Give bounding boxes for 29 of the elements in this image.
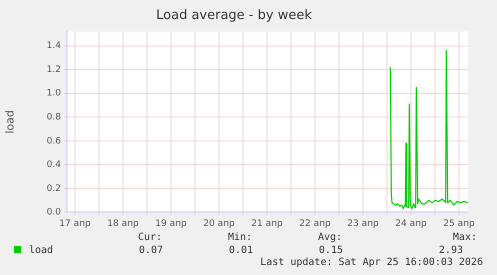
x-tick-label: 23 апр	[347, 218, 379, 229]
text: 0.01	[228, 245, 253, 256]
text: Avg:	[318, 232, 342, 243]
legend-label: load	[28, 245, 54, 256]
chart-title: Load average - by week	[156, 8, 312, 24]
y-tick-label: 0.2	[46, 184, 61, 194]
y-tick-label: 0.0	[46, 208, 62, 218]
text: 0.15	[318, 245, 343, 256]
x-tick-label: 20 апр	[203, 218, 235, 229]
y-tick-label: 1.2	[46, 64, 61, 75]
y-axis-title: load	[3, 110, 16, 134]
text: 0.07	[138, 245, 163, 256]
y-tick-label: 1.4	[46, 41, 62, 52]
text: Cur:	[138, 232, 162, 243]
x-tick-label: 18 апр	[107, 218, 139, 229]
text: Min:	[228, 232, 252, 243]
text: Last update: Sat Apr 25 16:00:03 2026	[260, 257, 483, 268]
y-tick-label: 0.8	[46, 112, 62, 122]
text: 2.93	[438, 245, 463, 256]
y-tick-label: 1.0	[46, 88, 62, 99]
x-tick-label: 22 апр	[299, 218, 331, 229]
x-tick-label: 24 апр	[395, 218, 427, 229]
y-tick-label: 0.6	[46, 136, 62, 146]
text: Max:	[452, 232, 477, 243]
x-tick-label: 19 апр	[155, 218, 187, 229]
x-tick-label: 25 апр	[443, 218, 475, 229]
x-tick-label: 21 апр	[251, 218, 283, 229]
y-tick-label: 0.4	[46, 160, 62, 170]
x-tick-label: 17 апр	[59, 218, 91, 229]
